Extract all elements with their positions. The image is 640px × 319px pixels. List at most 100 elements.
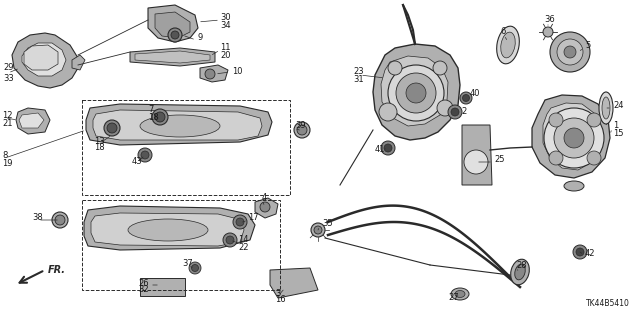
Text: 28: 28 [516, 261, 527, 270]
Circle shape [384, 144, 392, 152]
Circle shape [168, 28, 182, 42]
Circle shape [460, 92, 472, 104]
Text: 41: 41 [375, 145, 385, 153]
Circle shape [107, 123, 117, 133]
Text: 6: 6 [500, 27, 506, 36]
Text: 9: 9 [197, 33, 202, 42]
Circle shape [223, 233, 237, 247]
Polygon shape [19, 113, 44, 128]
Text: 37: 37 [182, 259, 193, 269]
Circle shape [448, 105, 462, 119]
Text: 29
33: 29 33 [3, 63, 13, 83]
Ellipse shape [564, 181, 584, 191]
Ellipse shape [314, 226, 322, 234]
Polygon shape [200, 65, 228, 82]
Polygon shape [72, 55, 85, 70]
Ellipse shape [455, 291, 465, 298]
Text: 20: 20 [220, 51, 230, 61]
Text: 34: 34 [220, 21, 230, 31]
Circle shape [437, 100, 453, 116]
Circle shape [233, 215, 247, 229]
Polygon shape [148, 5, 198, 42]
Polygon shape [84, 206, 255, 250]
Circle shape [406, 83, 426, 103]
Circle shape [52, 212, 68, 228]
Text: 27: 27 [448, 293, 459, 301]
Polygon shape [24, 45, 58, 70]
Ellipse shape [500, 32, 515, 58]
Circle shape [587, 151, 601, 165]
Text: 8: 8 [2, 152, 8, 160]
Circle shape [155, 112, 165, 122]
Circle shape [573, 245, 587, 259]
Circle shape [451, 108, 459, 116]
Circle shape [554, 118, 594, 158]
Circle shape [433, 61, 447, 75]
Circle shape [550, 32, 590, 72]
Text: 7: 7 [148, 106, 154, 115]
Circle shape [549, 113, 563, 127]
Text: 16: 16 [275, 295, 285, 305]
Text: 2: 2 [461, 108, 467, 116]
Polygon shape [155, 12, 190, 38]
Text: TK44B5410: TK44B5410 [586, 299, 630, 308]
Text: 38: 38 [32, 213, 43, 222]
Circle shape [171, 31, 179, 39]
Polygon shape [135, 51, 210, 63]
Polygon shape [140, 278, 185, 296]
Polygon shape [22, 43, 66, 76]
Text: 31: 31 [353, 75, 364, 84]
Circle shape [297, 125, 307, 135]
Circle shape [388, 65, 444, 121]
Circle shape [549, 151, 563, 165]
Text: 18: 18 [94, 144, 104, 152]
Ellipse shape [140, 115, 220, 137]
Circle shape [564, 128, 584, 148]
Polygon shape [381, 56, 448, 126]
Circle shape [189, 262, 201, 274]
Polygon shape [130, 48, 215, 66]
Text: 39: 39 [295, 122, 306, 130]
Circle shape [544, 108, 604, 168]
Circle shape [381, 141, 395, 155]
Polygon shape [373, 44, 460, 140]
Polygon shape [16, 108, 50, 134]
Text: 12: 12 [2, 112, 13, 121]
Circle shape [236, 218, 244, 226]
Ellipse shape [128, 219, 208, 241]
Circle shape [226, 236, 234, 244]
Polygon shape [91, 213, 244, 246]
Circle shape [543, 27, 553, 37]
Polygon shape [270, 268, 318, 298]
Text: 26: 26 [138, 278, 148, 287]
Text: 22: 22 [238, 242, 248, 251]
Circle shape [104, 120, 120, 136]
Text: 25: 25 [494, 155, 504, 165]
Circle shape [138, 148, 152, 162]
Polygon shape [86, 104, 272, 145]
Text: 40: 40 [470, 88, 481, 98]
Ellipse shape [599, 92, 613, 124]
Ellipse shape [602, 97, 610, 119]
Polygon shape [462, 125, 492, 185]
Text: 24: 24 [613, 101, 623, 110]
Text: 14: 14 [238, 235, 248, 244]
Ellipse shape [511, 259, 529, 285]
Circle shape [576, 248, 584, 256]
Circle shape [260, 202, 270, 212]
Polygon shape [543, 103, 601, 170]
Text: 1: 1 [613, 122, 618, 130]
Text: 18: 18 [148, 113, 159, 122]
Text: 43: 43 [132, 158, 143, 167]
Polygon shape [12, 33, 78, 88]
Circle shape [463, 94, 470, 101]
Text: 35: 35 [322, 219, 333, 228]
Text: 19: 19 [2, 160, 13, 168]
Text: 32: 32 [138, 286, 148, 294]
Circle shape [152, 109, 168, 125]
Polygon shape [93, 110, 262, 140]
Text: 13: 13 [94, 137, 104, 145]
Ellipse shape [497, 26, 519, 64]
Text: 42: 42 [585, 249, 595, 257]
Ellipse shape [515, 264, 525, 280]
